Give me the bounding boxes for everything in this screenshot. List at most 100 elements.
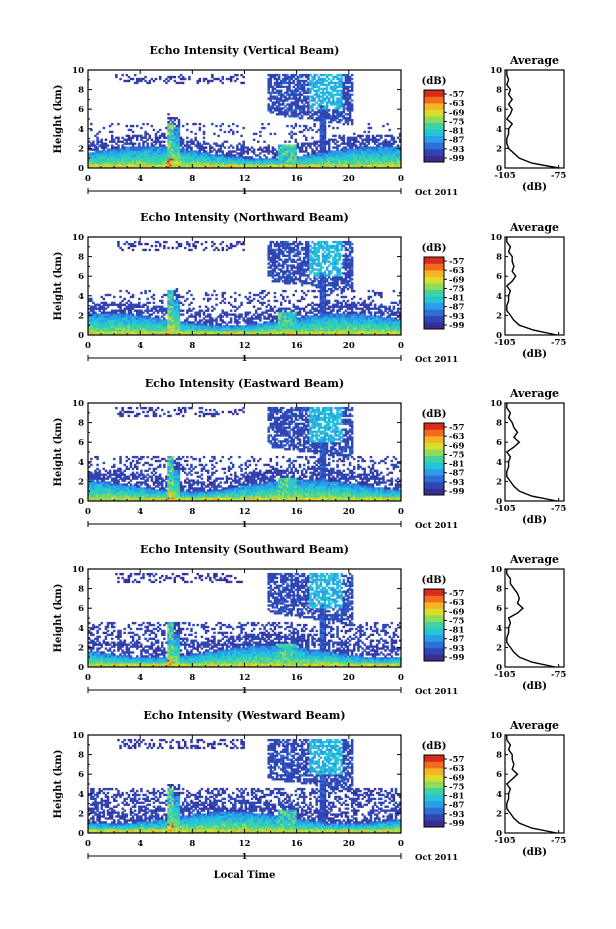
- heatmap-cell: [338, 107, 341, 110]
- heatmap-cell: [330, 85, 333, 89]
- heatmap-cell: [359, 154, 362, 157]
- heatmap-cell: [177, 124, 181, 128]
- heatmap-cell: [355, 160, 358, 163]
- heatmap-cell: [384, 138, 387, 141]
- heatmap-cell: [365, 164, 369, 167]
- heatmap-cell: [200, 152, 204, 155]
- heatmap-cell: [371, 162, 375, 165]
- heatmap-cell: [302, 105, 306, 108]
- heatmap-cell: [277, 109, 281, 112]
- heatmap-cell: [242, 160, 245, 163]
- heatmap-cell: [156, 248, 160, 252]
- heatmap-cell: [121, 140, 124, 143]
- colorbar-segment: [424, 116, 444, 124]
- heatmap-cell: [190, 248, 193, 252]
- heatmap-cell: [382, 156, 385, 159]
- heatmap-cell: [344, 158, 348, 161]
- heatmap-cell: [292, 109, 295, 112]
- heatmap-cell: [378, 156, 381, 159]
- heatmap-cell: [146, 146, 149, 149]
- heatmap-cell: [257, 164, 260, 167]
- heatmap-cell: [315, 166, 318, 169]
- heatmap-cell: [305, 148, 308, 151]
- heatmap-cell: [317, 162, 321, 165]
- heatmap-cell: [125, 154, 129, 157]
- heatmap-cell: [367, 150, 371, 153]
- heatmap-cell: [142, 162, 145, 165]
- heatmap-cell: [298, 158, 302, 161]
- heatmap-cell: [186, 148, 189, 151]
- heatmap-cell: [177, 150, 181, 153]
- heatmap-cell: [279, 91, 283, 94]
- heatmap-cell: [359, 136, 362, 139]
- heatmap-cell: [202, 164, 206, 167]
- heatmap-cell: [106, 158, 110, 161]
- heatmap-cell: [309, 83, 312, 87]
- heatmap-cell: [142, 146, 145, 149]
- heatmap-cell: [204, 246, 208, 250]
- heatmap-cell: [305, 124, 308, 128]
- heatmap-cell: [158, 166, 162, 169]
- heatmap-cell: [146, 81, 149, 85]
- heatmap-cell: [209, 79, 212, 83]
- heatmap-cell: [292, 91, 295, 94]
- heatmap-cell: [279, 89, 283, 92]
- heatmap-cell: [156, 150, 160, 153]
- heatmap-cell: [371, 154, 375, 157]
- heatmap-cell: [127, 152, 131, 155]
- heatmap-cell: [321, 83, 325, 87]
- heatmap-cell: [206, 156, 210, 159]
- heatmap-cell: [171, 154, 174, 157]
- heatmap-cell: [133, 156, 137, 159]
- heatmap-cell: [204, 166, 208, 169]
- heatmap-cell: [338, 105, 341, 108]
- heatmap-cell: [323, 140, 327, 143]
- heatmap-cell: [165, 146, 168, 149]
- heatmap-cell: [196, 79, 199, 83]
- heatmap-cell: [288, 166, 291, 169]
- heatmap-cell: [311, 154, 314, 157]
- heatmap-cell: [213, 156, 216, 159]
- heatmap-cell: [307, 109, 310, 112]
- heatmap-cell: [338, 119, 341, 122]
- heatmap-cell: [307, 101, 310, 104]
- heatmap-cell: [336, 97, 339, 100]
- heatmap-cell: [323, 126, 327, 130]
- heatmap-cell: [302, 156, 306, 159]
- heatmap-cell: [115, 154, 118, 157]
- heatmap-cell: [378, 152, 381, 155]
- heatmap-cell: [96, 164, 99, 167]
- heatmap-cell: [161, 146, 164, 149]
- heatmap-cell: [305, 164, 308, 167]
- heatmap-cell: [365, 150, 369, 153]
- heatmap-cell: [202, 77, 206, 81]
- heatmap-cell: [259, 164, 262, 167]
- heatmap-cell: [113, 156, 116, 159]
- y-tick-label: 4: [78, 125, 84, 135]
- heatmap-cell: [163, 244, 166, 248]
- heatmap-cell: [288, 75, 291, 79]
- heatmap-cell: [179, 148, 183, 151]
- heatmap-cell: [313, 166, 316, 169]
- heatmap-cell: [378, 158, 381, 161]
- heatmap-cell: [302, 164, 306, 167]
- heatmap-cell: [317, 99, 321, 102]
- heatmap-cell: [282, 144, 285, 147]
- heatmap-cell: [215, 303, 218, 306]
- heatmap-cell: [313, 124, 316, 128]
- heatmap-cell: [346, 162, 350, 165]
- heatmap-cell: [305, 154, 308, 157]
- heatmap-cell: [373, 140, 377, 143]
- heatmap-cell: [296, 107, 300, 110]
- heatmap-cell: [311, 97, 314, 100]
- heatmap-cell: [342, 140, 346, 143]
- heatmap-cell: [131, 162, 135, 165]
- heatmap-cell: [336, 75, 339, 79]
- heatmap-cell: [319, 122, 323, 126]
- heatmap-cell: [219, 162, 222, 165]
- heatmap-cell: [300, 158, 304, 161]
- heatmap-cell: [138, 146, 141, 149]
- heatmap-cell: [323, 99, 327, 102]
- heatmap-cell: [334, 111, 337, 114]
- heatmap-cell: [236, 152, 239, 155]
